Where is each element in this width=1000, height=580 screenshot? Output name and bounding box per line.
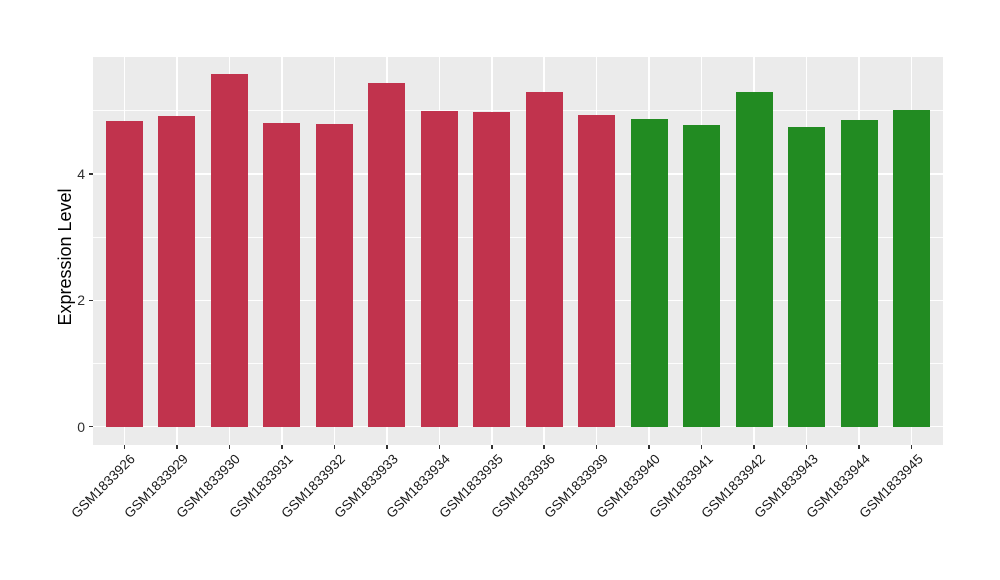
bar-GSM1833942 — [735, 91, 773, 427]
bar-GSM1833944 — [840, 120, 878, 427]
y-tick-label: 2 — [77, 292, 85, 309]
bar-GSM1833932 — [315, 123, 353, 427]
bar-GSM1833943 — [788, 127, 826, 427]
x-tick-mark — [491, 445, 493, 449]
gridline-minor-y5 — [93, 110, 943, 112]
x-tick-mark — [543, 445, 545, 449]
x-tick-mark — [438, 445, 441, 449]
x-tick-mark — [386, 445, 388, 449]
y-tick-mark — [88, 425, 93, 428]
x-tick-mark — [648, 445, 650, 449]
y-tick-mark — [88, 173, 93, 175]
gridline-major-y2 — [93, 299, 943, 302]
x-tick-mark — [123, 445, 126, 449]
bar-GSM1833935 — [473, 111, 511, 427]
bar-GSM1833933 — [368, 82, 406, 427]
gridline-major-y4 — [93, 173, 943, 175]
bar-GSM1833929 — [158, 115, 196, 427]
x-tick-mark — [910, 445, 913, 449]
x-tick-mark — [700, 445, 703, 449]
x-tick-mark — [228, 445, 231, 449]
x-tick-mark — [176, 445, 178, 449]
y-tick-mark — [88, 299, 93, 302]
x-tick-mark — [805, 445, 808, 449]
y-tick-label: 0 — [77, 418, 85, 435]
y-axis-title: Expression Level — [55, 188, 75, 326]
bar-GSM1833939 — [578, 115, 616, 427]
bar-GSM1833931 — [263, 122, 301, 427]
x-tick-mark — [333, 445, 336, 449]
bar-GSM1833940 — [630, 118, 668, 427]
bar-GSM1833930 — [210, 74, 248, 427]
x-tick-mark — [858, 445, 860, 449]
y-tick-label: 4 — [77, 165, 85, 182]
gridline-minor-y1 — [93, 362, 943, 364]
gridline-minor-y3 — [93, 236, 943, 238]
plot-panel — [93, 57, 943, 445]
x-tick-mark — [753, 445, 755, 449]
bar-GSM1833934 — [420, 110, 458, 427]
x-tick-mark — [595, 445, 598, 449]
gridline-major-y0 — [93, 425, 943, 428]
bar-GSM1833926 — [105, 120, 143, 427]
bar-GSM1833941 — [683, 125, 721, 427]
bar-GSM1833936 — [525, 91, 563, 427]
bar-GSM1833945 — [893, 110, 930, 427]
x-tick-mark — [281, 445, 283, 449]
